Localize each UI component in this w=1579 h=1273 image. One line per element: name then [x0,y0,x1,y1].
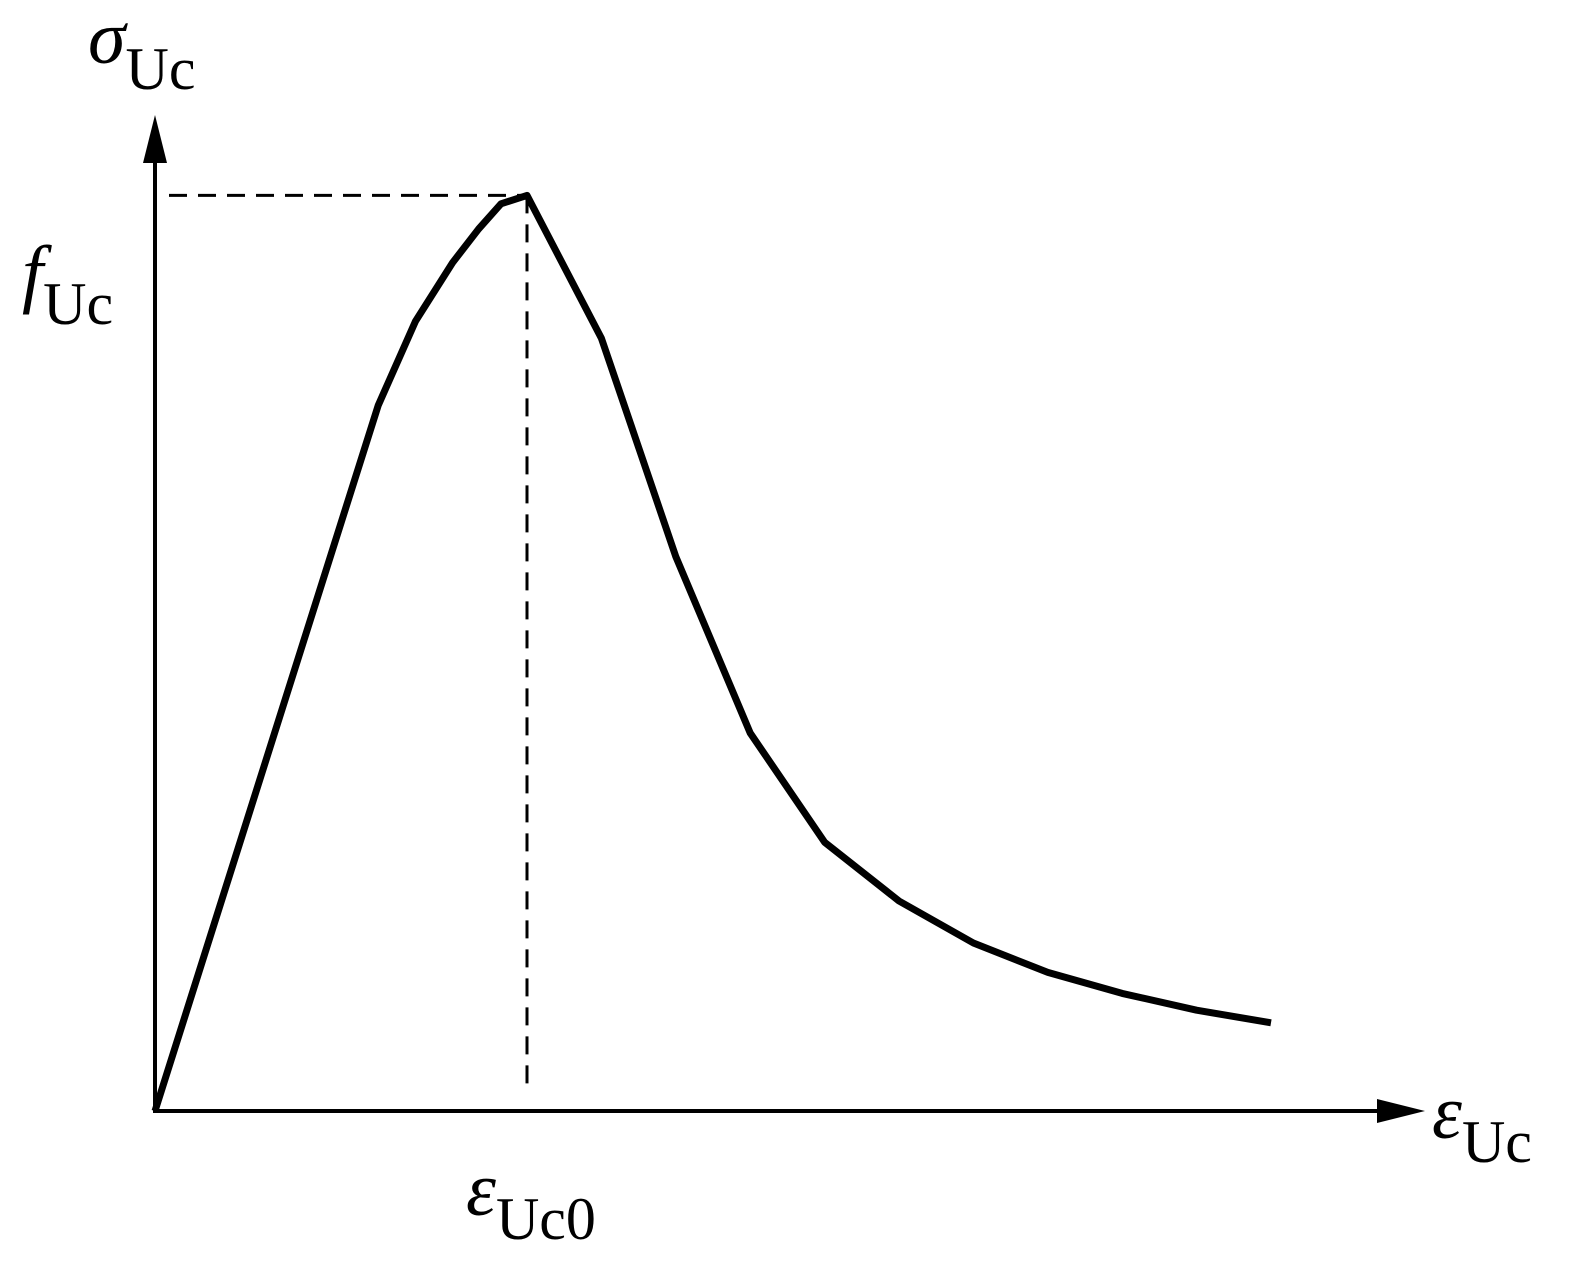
x-axis-label: εUc [1432,1071,1532,1175]
y-axis-label: σUc [88,0,195,102]
stress-strain-curve [151,191,1272,1113]
peak-y-label: fUc [22,231,113,337]
y-axis-arrow-icon [143,115,167,163]
axes [143,115,1425,1123]
guides [169,193,529,1093]
x-axis-arrow-icon [1377,1099,1425,1123]
series-layer [151,191,1272,1113]
peak-x-label: εUc0 [466,1148,596,1252]
